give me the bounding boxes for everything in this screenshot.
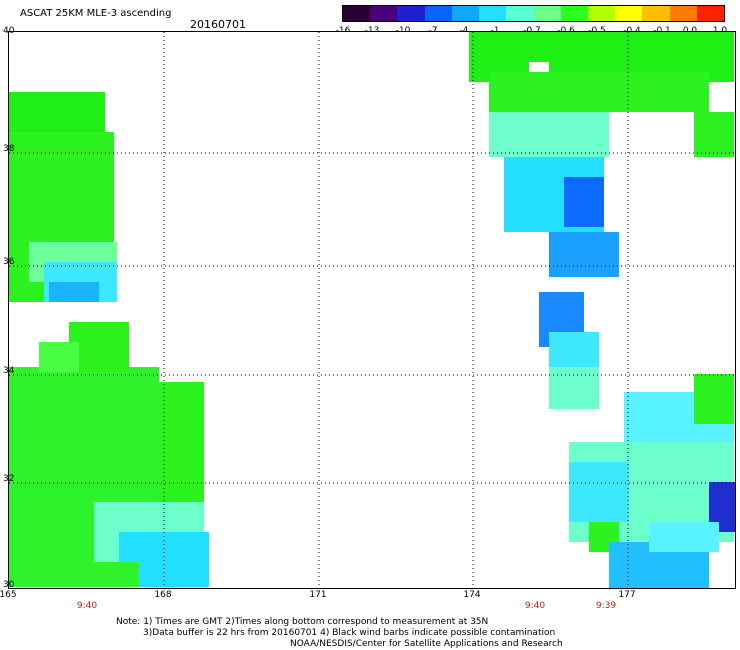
colorbar-swatch-0 (343, 6, 371, 21)
product-title: ASCAT 25KM MLE-3 ascending (20, 8, 172, 19)
colorbar-swatch-3 (424, 6, 452, 21)
colorbar-swatch-8 (560, 6, 588, 21)
colorbar-swatch-4 (451, 6, 480, 21)
lon-label-4: 177 (618, 590, 636, 600)
colorbar-swatch-9 (587, 6, 616, 21)
lon-label-1: 168 (154, 590, 172, 600)
product-date: 20160701 (190, 18, 246, 31)
time-label-1: 9:40 (524, 601, 546, 611)
lat-label-4: 32 (3, 474, 15, 484)
note-line-1: Note: 1) Times are GMT 2)Times along bot… (116, 617, 489, 627)
note-line-3: NOAA/NESDIS/Center for Satellite Applica… (290, 639, 563, 649)
colorbar-swatch-1 (370, 6, 398, 21)
upper-right-swath (469, 32, 734, 409)
lat-label-2: 36 (3, 257, 15, 267)
grid-lines (9, 32, 735, 588)
colorbar-swatch-11 (642, 6, 670, 21)
note-line-2: 3)Data buffer is 22 hrs from 20160701 4)… (143, 628, 556, 638)
colorbar-swatch-13 (696, 6, 725, 21)
lon-label-0: 165 (0, 590, 17, 600)
wind-map-panel (8, 31, 736, 589)
colorbar-swatch-7 (533, 6, 561, 21)
color-scale-bar (342, 5, 725, 22)
colorbar-swatch-5 (479, 6, 507, 21)
lon-label-3: 174 (463, 590, 481, 600)
left-swath (9, 92, 209, 587)
time-label-0: 9:40 (76, 601, 98, 611)
lat-label-5: 30 (3, 580, 15, 590)
lat-label-3: 34 (3, 366, 15, 376)
lon-label-2: 171 (309, 590, 327, 600)
lat-label-0: 40 (3, 26, 15, 36)
time-label-2: 9:39 (595, 601, 617, 611)
colorbar-swatch-10 (615, 6, 643, 21)
colorbar-swatch-12 (669, 6, 697, 21)
colorbar-swatch-2 (397, 6, 425, 21)
wind-map-graphic (9, 32, 735, 588)
lower-right-swath (569, 374, 735, 588)
colorbar-swatch-6 (506, 6, 534, 21)
lat-label-1: 38 (3, 144, 15, 154)
